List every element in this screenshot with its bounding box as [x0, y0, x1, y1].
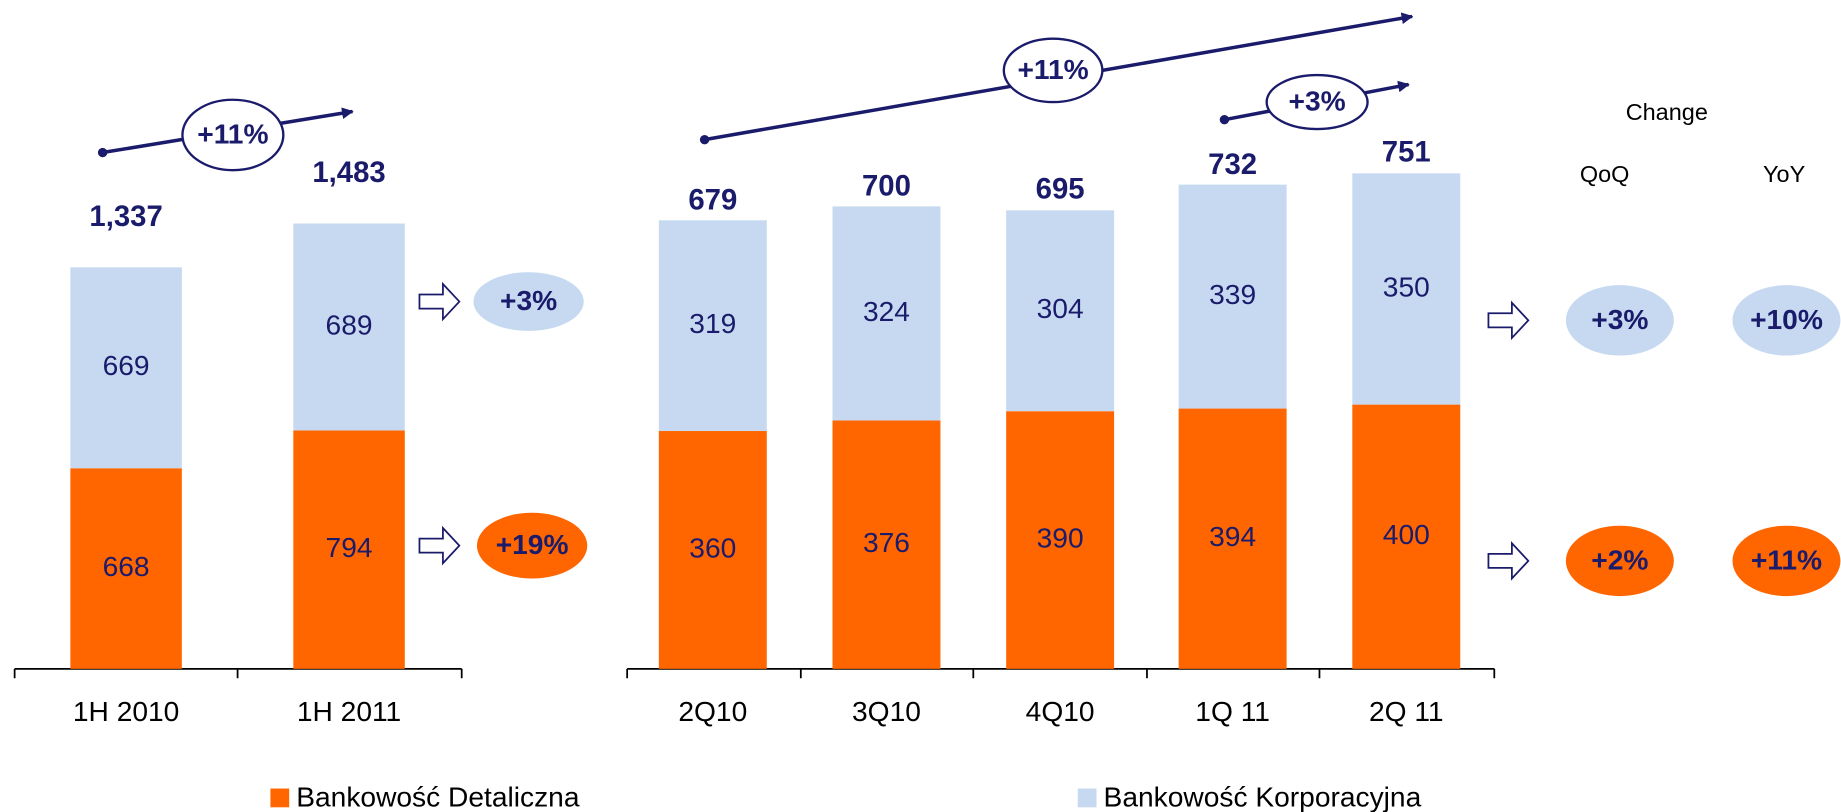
change-arrow: [418, 525, 461, 566]
bar-segment: [293, 223, 405, 431]
change-title: Change: [1626, 99, 1708, 125]
legend-swatch: [1077, 788, 1097, 808]
growth-label: +11%: [197, 119, 268, 150]
qoq-label-bubble: [1565, 525, 1674, 597]
change-arrow: [1487, 541, 1530, 581]
growth-label-bubble: [1002, 37, 1104, 104]
change-arrow: [1487, 300, 1530, 341]
bar-segment: [70, 468, 182, 669]
bar-segment: [832, 420, 941, 669]
change-label-bubble: [473, 272, 584, 331]
change-arrow: [418, 281, 461, 322]
yoy-label-bubble: [1732, 525, 1841, 597]
growth-start: [97, 147, 108, 158]
segment-label: 350: [1383, 271, 1430, 302]
total-label: 1,483: [312, 156, 385, 189]
growth-label-bubble: [181, 98, 285, 172]
total-label: 1,337: [89, 200, 162, 233]
segment-label: 339: [1209, 279, 1256, 310]
segment-label: 324: [863, 296, 910, 327]
qoq-label: +2%: [1591, 545, 1648, 576]
segment-label: 304: [1037, 293, 1084, 324]
x-tick-label: 4Q10: [1026, 696, 1095, 727]
total-label: 695: [1036, 173, 1085, 206]
bar-segment: [658, 431, 767, 669]
bar-segment: [293, 430, 405, 669]
yoy-label-bubble: [1732, 285, 1841, 356]
total-label: 679: [688, 183, 737, 216]
bar-segment: [658, 220, 767, 432]
total-label: 751: [1382, 136, 1431, 169]
total-label: 700: [862, 169, 911, 202]
bar-segment: [70, 267, 182, 469]
x-tick-label: 3Q10: [852, 696, 921, 727]
legend-label: Bankowość Korporacyjna: [1104, 782, 1422, 812]
change-label-bubble: [476, 512, 588, 579]
bar-segment: [1006, 411, 1115, 669]
bar-segment: [1352, 404, 1461, 669]
change-label: +19%: [496, 529, 569, 560]
total-label: 732: [1208, 148, 1257, 181]
segment-label: 376: [863, 527, 910, 558]
yoy-header: YoY: [1763, 161, 1806, 187]
bar-segment: [1178, 184, 1287, 409]
bar-segment: [1006, 210, 1115, 412]
segment-label: 400: [1383, 519, 1430, 550]
segment-label: 394: [1209, 521, 1256, 552]
segment-label: 360: [689, 532, 736, 563]
yoy-label: +10%: [1750, 304, 1823, 335]
x-tick-label: 2Q10: [678, 696, 747, 727]
yoy-label: +11%: [1751, 545, 1822, 576]
x-tick-label: 1Q 11: [1195, 696, 1270, 727]
segment-label: 390: [1037, 522, 1084, 553]
legend-label: Bankowość Detaliczna: [296, 782, 580, 812]
x-tick-label: 1H 2010: [73, 696, 179, 727]
qoq-header: QoQ: [1580, 161, 1630, 187]
segment-label: 319: [689, 308, 736, 339]
segment-label: 689: [326, 309, 373, 340]
growth-label: +11%: [1017, 54, 1088, 85]
growth-label: +3%: [1289, 86, 1346, 117]
segment-label: 794: [326, 532, 373, 563]
bar-segment: [1352, 173, 1461, 405]
growth-label-bubble: [1265, 73, 1369, 131]
legend-swatch: [270, 788, 290, 808]
x-tick-label: 1H 2011: [297, 696, 401, 727]
qoq-label-bubble: [1565, 285, 1674, 356]
change-label: +3%: [500, 285, 557, 316]
bar-segment: [832, 206, 941, 421]
segment-label: 668: [103, 551, 150, 582]
x-tick-label: 2Q 11: [1369, 696, 1444, 727]
segment-label: 669: [103, 350, 150, 381]
bar-segment: [1178, 408, 1287, 669]
qoq-label: +3%: [1591, 304, 1648, 335]
